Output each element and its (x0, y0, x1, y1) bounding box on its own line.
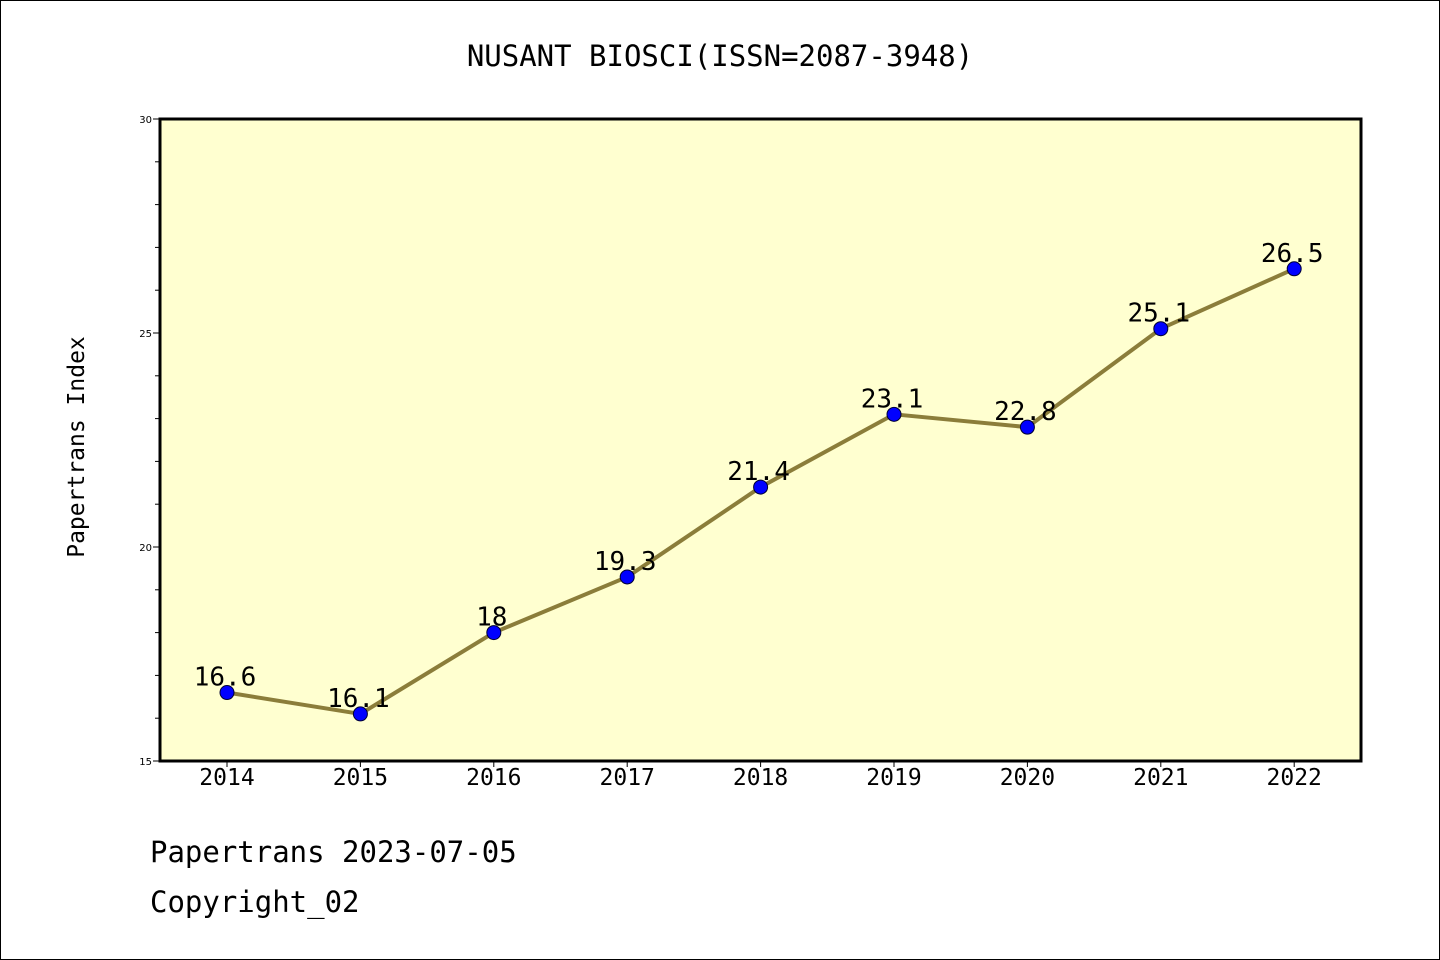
data-point (486, 625, 502, 641)
x-tick-label: 2022 (1267, 765, 1322, 791)
y-tick-label: 20 (139, 543, 152, 554)
x-tick-label: 2016 (466, 765, 521, 791)
data-point (352, 706, 368, 722)
data-point (753, 479, 769, 495)
data-label: 16.1 (327, 684, 390, 714)
x-tick-label: 2014 (199, 765, 254, 791)
x-axis: 2014 2015 2016 2017 2018 2019 2020 2021 2022 (199, 761, 1322, 791)
data-point (1286, 261, 1302, 277)
y-tick-label: 15 (139, 757, 152, 768)
data-labels: 16.6 16.1 18 19.3 21.4 23.1 22.8 25.1 26.5 (194, 239, 1324, 714)
data-point (1019, 419, 1035, 435)
footer-date: Papertrans 2023-07-05 (150, 835, 517, 869)
y-axis: 15 20 25 30 (139, 115, 160, 768)
data-label: 21.4 (727, 457, 790, 487)
y-axis-label: Papertrans Index (64, 336, 90, 558)
chart-title: NUSANT BIOSCI(ISSN=2087-3948) (467, 39, 973, 73)
data-point (219, 685, 235, 701)
data-label: 26.5 (1261, 239, 1324, 269)
data-markers (219, 261, 1302, 722)
data-label: 25.1 (1127, 299, 1190, 329)
footer-copyright: Copyright_02 (150, 885, 360, 919)
data-label: 22.8 (994, 397, 1057, 427)
x-tick-label: 2020 (1000, 765, 1055, 791)
data-point (1153, 321, 1169, 337)
plot-area (158, 117, 1363, 763)
x-tick-label: 2021 (1133, 765, 1188, 791)
data-label: 23.1 (861, 384, 924, 414)
x-tick-label: 2018 (733, 765, 788, 791)
x-tick-label: 2019 (866, 765, 921, 791)
x-tick-label: 2017 (600, 765, 655, 791)
data-label: 16.6 (194, 663, 257, 693)
data-label: 18 (476, 603, 507, 633)
y-tick-label: 25 (139, 329, 152, 340)
y-tick-label: 30 (139, 115, 152, 126)
x-tick-label: 2015 (333, 765, 388, 791)
data-point (886, 406, 902, 422)
data-point (619, 569, 635, 585)
data-label: 19.3 (594, 547, 657, 577)
